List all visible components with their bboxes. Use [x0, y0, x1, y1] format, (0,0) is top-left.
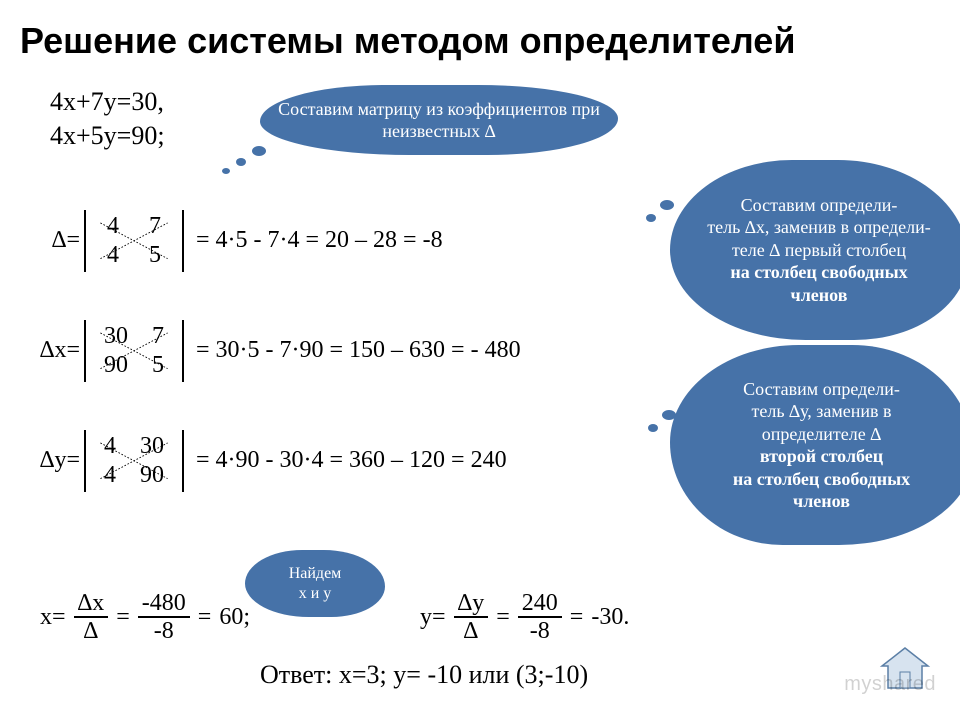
bubble-decor: [648, 424, 658, 432]
bubble-decor: [662, 410, 676, 420]
matrix-row: 4 90: [84, 461, 184, 490]
solution-y: у= ∆y ∆ = 240 -8 = -30.: [420, 590, 629, 645]
fraction: -480 -8: [138, 590, 190, 645]
bubble-decor: [236, 158, 246, 166]
determinant-delta: ∆= 4 7 4 5 = 4·5 - 7·4 = 20 – 28 = -8: [30, 210, 443, 272]
cloud-delta-x-text: Составим определи- тель ∆x, заменив в оп…: [707, 194, 930, 307]
det-label: ∆=: [30, 227, 80, 254]
fraction: 240 -8: [518, 590, 562, 645]
det-matrix: 4 7 4 5: [84, 210, 184, 272]
bubble-decor: [222, 168, 230, 174]
matrix-row: 4 5: [84, 241, 184, 270]
eq-line-1: 4х+7у=30,: [50, 85, 165, 119]
page-title: Решение системы методом определителей: [0, 0, 960, 62]
bubble-decor: [646, 214, 656, 222]
matrix-bar: [84, 430, 86, 492]
det-expression: = 30·5 - 7·90 = 150 – 630 = - 480: [196, 337, 521, 364]
matrix-bar: [182, 430, 184, 492]
det-matrix: 4 30 4 90: [84, 430, 184, 492]
determinant-delta-y: ∆y= 4 30 4 90 = 4·90 - 30·4 = 360 – 120 …: [30, 430, 507, 492]
matrix-bar: [84, 210, 86, 272]
cloud-delta-y: Составим определи- тель ∆у, заменив в оп…: [670, 345, 960, 545]
matrix-row: 30 7: [84, 322, 184, 351]
eq-line-2: 4х+5у=90;: [50, 119, 165, 153]
bubble-decor: [660, 200, 674, 210]
cloud-coefficients: Составим матрицу из коэффициентов при не…: [260, 85, 618, 155]
det-label: ∆x=: [30, 337, 80, 364]
cloud-delta-x: Составим определи- тель ∆x, заменив в оп…: [670, 160, 960, 340]
matrix-row: 4 7: [84, 212, 184, 241]
det-expression: = 4·90 - 30·4 = 360 – 120 = 240: [196, 447, 507, 474]
bubble-decor: [252, 146, 266, 156]
det-label: ∆y=: [30, 447, 80, 474]
matrix-row: 90 5: [84, 351, 184, 380]
cloud-find-xy: Найдем х и у: [245, 550, 385, 617]
matrix-bar: [182, 320, 184, 382]
solution-x: х= ∆x ∆ = -480 -8 = 60;: [40, 590, 250, 645]
matrix-bar: [182, 210, 184, 272]
matrix-row: 4 30: [84, 432, 184, 461]
equation-system: 4х+7у=30, 4х+5у=90;: [50, 85, 165, 153]
cloud-coefficients-text: Составим матрицу из коэффициентов при не…: [274, 98, 604, 143]
cloud-delta-y-text: Составим определи- тель ∆у, заменив в оп…: [733, 378, 910, 513]
det-matrix: 30 7 90 5: [84, 320, 184, 382]
y-var: у=: [420, 604, 446, 631]
fraction: ∆y ∆: [454, 590, 489, 645]
x-var: х=: [40, 604, 66, 631]
answer-text: Ответ: х=3; у= -10 или (3;-10): [260, 660, 588, 690]
det-expression: = 4·5 - 7·4 = 20 – 28 = -8: [196, 227, 443, 254]
watermark: myshared: [844, 673, 936, 696]
determinant-delta-x: ∆x= 30 7 90 5 = 30·5 - 7·90 = 150 – 630 …: [30, 320, 521, 382]
fraction: ∆x ∆: [74, 590, 109, 645]
matrix-bar: [84, 320, 86, 382]
cloud-find-xy-text: Найдем х и у: [289, 564, 342, 604]
slide: Решение системы методом определителей 4х…: [0, 0, 960, 720]
